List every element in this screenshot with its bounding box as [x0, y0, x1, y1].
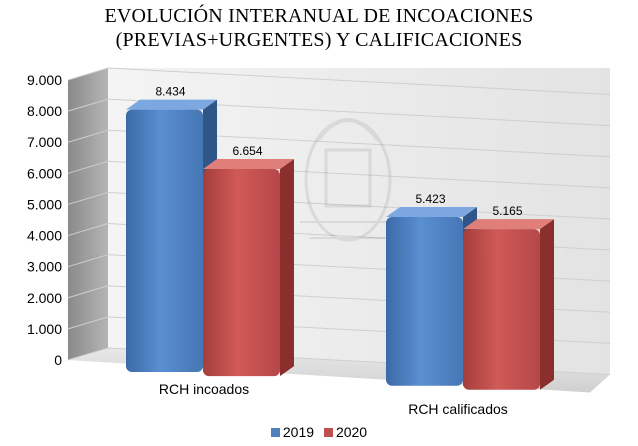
x-category-label: RCH incoados: [159, 381, 249, 397]
data-label: 5.423: [415, 192, 445, 206]
bar-front: [203, 169, 280, 377]
data-label: 8.434: [155, 85, 185, 99]
watermark-emblem: [300, 118, 395, 242]
bar-top: [126, 99, 217, 110]
bar-front: [386, 217, 463, 386]
gridline: [67, 67, 611, 96]
gridline: [67, 160, 611, 189]
bar-side: [280, 159, 294, 377]
gridline: [67, 129, 611, 158]
bar-side: [540, 219, 554, 390]
legend-item-2020: 2020: [323, 424, 368, 440]
side-wall: [68, 68, 108, 360]
y-tick-label: 5.000: [27, 196, 62, 212]
legend-item-2019: 2019: [270, 424, 315, 440]
bars: 8.434 6.654 5.423 5.165: [126, 85, 554, 390]
legend-swatch-2020: [323, 428, 333, 437]
data-label: 5.165: [492, 204, 522, 218]
y-axis: 0 1.000 2.000 3.000 4.000 5.000 6.000 7.000 8.00…: [27, 72, 62, 368]
legend-label-2020: 2020: [335, 424, 368, 440]
bar: [463, 219, 554, 390]
chart-title-line-2: (PREVIAS+URGENTES) Y CALIFICACIONES: [115, 29, 523, 51]
y-tick-label: 1.000: [27, 321, 62, 337]
x-category-label: RCH calificados: [408, 401, 508, 417]
legend: 2019 2020: [0, 424, 638, 440]
bar-top: [386, 207, 477, 218]
gridline: [67, 98, 611, 127]
legend-swatch-2019: [270, 428, 280, 437]
y-tick-label: 9.000: [27, 72, 62, 88]
bar-front: [463, 229, 540, 390]
y-tick-label: 2.000: [27, 290, 62, 306]
y-tick-label: 6.000: [27, 165, 62, 181]
bar-front: [126, 109, 203, 373]
bar-top: [463, 219, 554, 230]
y-tick-label: 3.000: [27, 259, 62, 275]
legend-label-2019: 2019: [282, 424, 315, 440]
bar-top: [203, 159, 294, 170]
y-tick-label: 7.000: [27, 134, 62, 150]
chart-title-line-1: EVOLUCIÓN INTERANUAL DE INCOACIONES: [104, 5, 534, 27]
y-tick-label: 8.000: [27, 103, 62, 119]
bar: [203, 159, 294, 377]
y-tick-label: 0: [54, 352, 62, 368]
data-label: 6.654: [232, 144, 262, 158]
chart-title: EVOLUCIÓN INTERANUAL DE INCOACIONES (PRE…: [0, 4, 638, 52]
x-axis: RCH incoados RCH calificados: [159, 381, 508, 417]
y-tick-label: 4.000: [27, 228, 62, 244]
